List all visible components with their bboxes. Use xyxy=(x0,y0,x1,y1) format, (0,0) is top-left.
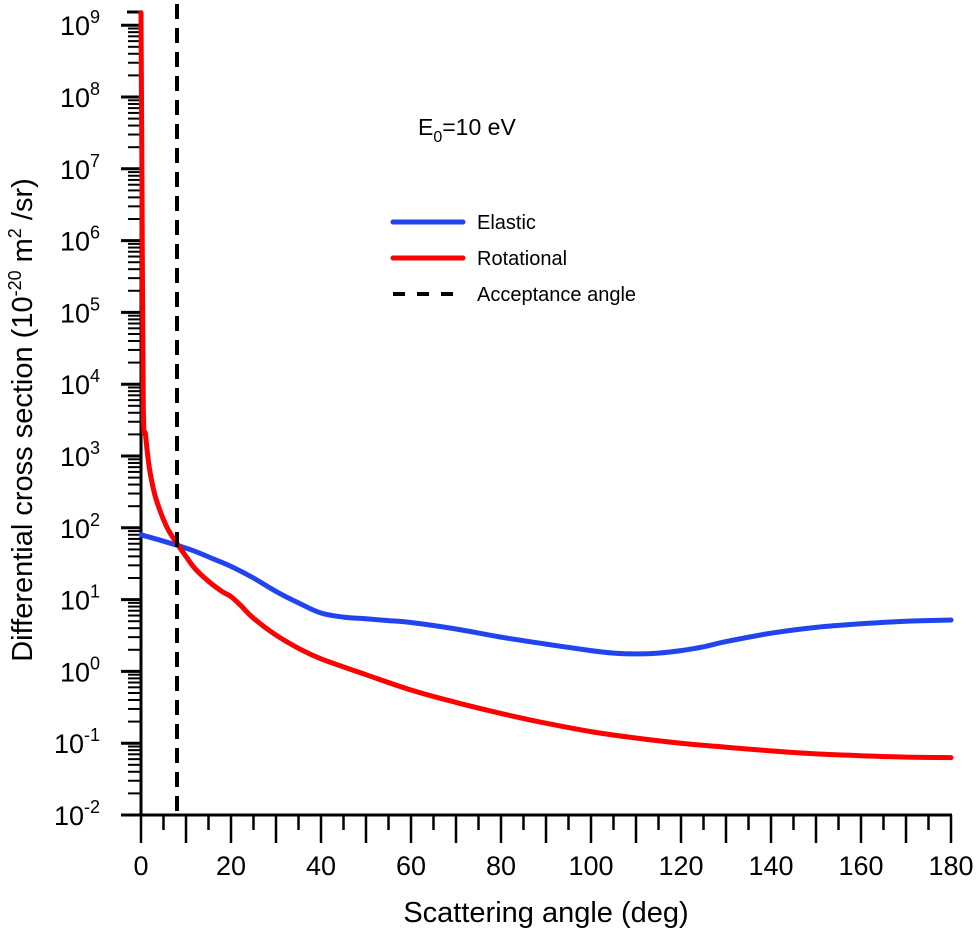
y-tick-label: 104 xyxy=(60,366,100,400)
y-tick-label: 10-2 xyxy=(54,797,100,831)
energy-annotation-sub: 0 xyxy=(433,129,442,146)
x-tick-labels: 0 20 40 60 80 100 120 140 160 180 xyxy=(133,851,973,881)
y-tick-label-exp: 1 xyxy=(90,582,100,602)
energy-annotation-rest: =10 eV xyxy=(442,114,516,140)
y-tick-label: 106 xyxy=(60,223,100,257)
y-tick-label: 105 xyxy=(60,294,100,328)
y-axis-title-mid: m xyxy=(7,238,39,270)
energy-annotation: E0=10 eV xyxy=(418,114,516,146)
x-tick-label: 100 xyxy=(568,851,613,881)
y-tick-label-exp: 0 xyxy=(90,653,100,673)
y-tick-label-base: 10 xyxy=(60,442,90,472)
y-tick-label-exp: -1 xyxy=(84,725,100,745)
y-tick-label: 10-1 xyxy=(54,725,100,759)
x-tick-label: 40 xyxy=(306,851,336,881)
y-tick-label-base: 10 xyxy=(60,586,90,616)
y-tick-label-exp: -2 xyxy=(84,797,100,817)
series-line-elastic xyxy=(138,532,954,657)
y-tick-label: 102 xyxy=(60,510,100,544)
x-tick-label: 180 xyxy=(928,851,973,881)
y-tick-label: 109 xyxy=(60,7,100,41)
y-tick-label-base: 10 xyxy=(60,11,90,41)
y-axis-title: Differential cross section (10-20 m2 /sr… xyxy=(5,178,39,662)
series-line-rotational xyxy=(138,10,954,761)
y-axis-title-exp: -20 xyxy=(5,270,25,296)
y-tick-label-base: 10 xyxy=(60,657,90,687)
y-tick-label-exp: 2 xyxy=(90,510,100,530)
y-tick-label-base: 10 xyxy=(60,514,90,544)
y-tick-label-base: 10 xyxy=(54,729,84,759)
y-tick-label-exp: 6 xyxy=(90,223,100,243)
y-tick-label-base: 10 xyxy=(60,155,90,185)
axis-ticks xyxy=(121,10,953,843)
series-layer xyxy=(138,10,954,761)
y-tick-label-base: 10 xyxy=(54,801,84,831)
y-tick-label: 103 xyxy=(60,438,100,472)
energy-annotation-main: E xyxy=(418,114,433,140)
legend-label-elastic: Elastic xyxy=(477,212,536,234)
y-tick-label-exp: 3 xyxy=(90,438,100,458)
x-tick-label: 120 xyxy=(658,851,703,881)
y-tick-label: 101 xyxy=(60,582,100,616)
y-tick-label-exp: 7 xyxy=(90,151,100,171)
x-tick-label: 20 xyxy=(216,851,246,881)
y-tick-label-exp: 5 xyxy=(90,294,100,314)
x-tick-label: 80 xyxy=(486,851,516,881)
x-tick-label: 0 xyxy=(133,851,148,881)
y-tick-label-base: 10 xyxy=(60,83,90,113)
legend: Elastic Rotational Acceptance angle xyxy=(390,212,636,306)
y-tick-label-base: 10 xyxy=(60,298,90,328)
x-tick-label: 60 xyxy=(396,851,426,881)
y-axis-title-main: Differential cross section (10 xyxy=(7,296,39,661)
y-tick-label: 107 xyxy=(60,151,100,185)
y-tick-label-base: 10 xyxy=(60,370,90,400)
x-tick-label: 160 xyxy=(838,851,883,881)
y-tick-label-base: 10 xyxy=(60,227,90,257)
x-axis-title: Scattering angle (deg) xyxy=(403,897,688,929)
y-tick-label-exp: 8 xyxy=(90,79,100,99)
y-tick-label: 108 xyxy=(60,79,100,113)
x-tick-label: 140 xyxy=(748,851,793,881)
y-tick-label-exp: 9 xyxy=(90,7,100,27)
legend-label-rotational: Rotational xyxy=(477,248,567,270)
y-tick-label: 100 xyxy=(60,653,100,687)
y-axis-title-exp2: 2 xyxy=(5,228,25,238)
y-tick-label-exp: 4 xyxy=(90,366,100,386)
legend-label-acceptance: Acceptance angle xyxy=(477,284,636,306)
y-axis-title-tail: /sr) xyxy=(7,178,39,228)
